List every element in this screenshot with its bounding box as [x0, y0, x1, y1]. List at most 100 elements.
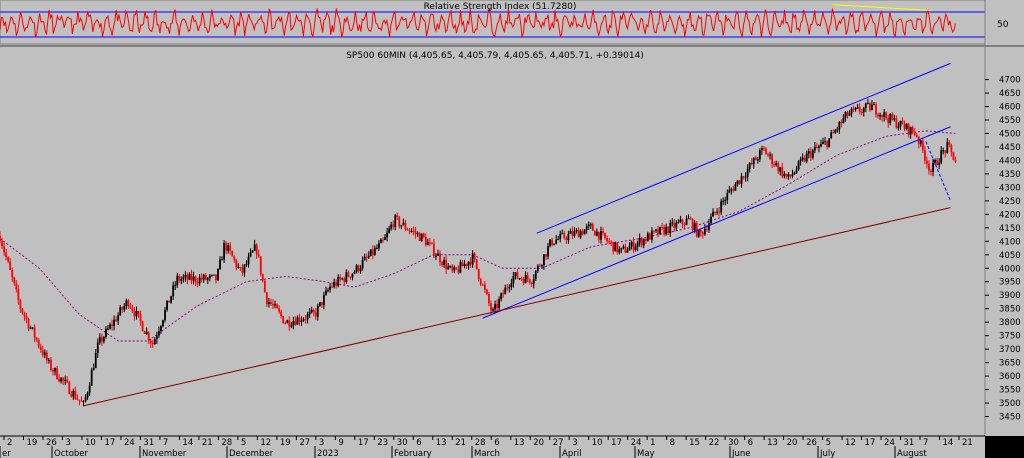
x-tick-label: 17 — [865, 438, 876, 448]
x-tick-label: 17 — [104, 438, 115, 448]
candle-body — [824, 141, 826, 143]
candle-body — [125, 300, 128, 306]
candle-body — [653, 230, 655, 232]
candle-body — [651, 230, 653, 240]
candle-body — [593, 230, 596, 236]
candle-body — [184, 274, 187, 278]
candle-body — [329, 286, 331, 291]
month-label: er — [2, 449, 11, 458]
candle-body — [263, 280, 266, 293]
x-tick-label: 23 — [377, 438, 388, 448]
candle-body — [23, 313, 26, 317]
candle-body — [561, 232, 564, 234]
candle-body — [208, 275, 211, 279]
candle-body — [763, 148, 765, 150]
candle-body — [687, 218, 690, 220]
candle-body — [771, 154, 774, 165]
trendline[interactable] — [536, 62, 951, 234]
candle-body — [416, 233, 419, 235]
candle-body — [936, 160, 939, 166]
candle-body — [724, 200, 727, 202]
candle-body — [105, 328, 107, 337]
candle-body — [111, 324, 113, 326]
x-tick-label: 15 — [689, 438, 700, 448]
candle-body — [0, 235, 1, 242]
candle-body — [221, 259, 223, 261]
candle-body — [862, 108, 865, 113]
candle-body — [29, 327, 32, 329]
candle-body — [355, 265, 358, 273]
candle-body — [620, 247, 623, 250]
candle-body — [648, 233, 651, 240]
rsi-trendline[interactable] — [832, 4, 931, 11]
candle-body — [575, 229, 578, 231]
candle-body — [807, 151, 810, 154]
y-tick-label: 4650 — [999, 89, 1021, 99]
candle-body — [840, 121, 843, 123]
candle-body — [640, 238, 643, 246]
candle-body — [496, 304, 498, 309]
y-tick-label: 4100 — [999, 237, 1021, 247]
candle-body — [954, 159, 957, 162]
candle-body — [532, 278, 535, 284]
candle-body — [608, 241, 611, 243]
candle-body — [879, 114, 881, 117]
candle-body — [465, 263, 468, 266]
candle-body — [437, 253, 439, 256]
x-tick-label: 9 — [338, 438, 343, 448]
candle-body — [435, 255, 437, 257]
candle-body — [194, 276, 197, 283]
candle-body — [703, 228, 706, 235]
y-tick-label: 3550 — [999, 386, 1021, 396]
trendline[interactable] — [925, 141, 951, 202]
candle-body — [805, 153, 808, 162]
candle-body — [361, 260, 364, 269]
candle-body — [365, 256, 368, 258]
candle-body — [673, 222, 676, 228]
candle-body — [502, 293, 505, 295]
candle-body — [915, 134, 918, 137]
x-tick-label: 12 — [260, 438, 271, 448]
candle-body — [94, 353, 97, 369]
candle-body — [917, 136, 920, 144]
trendline[interactable] — [482, 126, 951, 319]
candle-body — [459, 262, 462, 273]
trendline[interactable] — [83, 207, 951, 407]
candle-body — [131, 307, 134, 312]
candle-body — [893, 118, 896, 120]
candle-body — [644, 238, 647, 242]
candle-body — [129, 306, 132, 308]
price-title: SP500 60MIN (4,405.65, 4,405.79, 4,405.6… — [346, 51, 644, 61]
candle-body — [675, 222, 678, 228]
candle-body — [272, 303, 274, 306]
candle-body — [378, 243, 380, 249]
candle-body — [618, 249, 621, 253]
candle-body — [43, 352, 46, 356]
candle-body — [174, 285, 177, 287]
y-tick-label: 4050 — [999, 251, 1021, 261]
candle-body — [451, 266, 454, 271]
candle-body — [738, 180, 741, 184]
candle-body — [793, 172, 796, 175]
candle-body — [13, 277, 16, 284]
candle-body — [585, 226, 588, 230]
candle-body — [7, 257, 10, 262]
x-tick-label: 14 — [943, 438, 954, 448]
candle-body — [345, 272, 348, 282]
x-tick-label: 20 — [787, 438, 798, 448]
candle-body — [754, 157, 757, 161]
candle-body — [58, 378, 60, 382]
x-tick-label: 27 — [553, 438, 564, 448]
candle-body — [799, 159, 802, 162]
rsi-tick-50: 50 — [997, 20, 1009, 30]
candle-body — [543, 254, 545, 266]
candle-body — [312, 309, 315, 313]
y-tick-label: 3750 — [999, 332, 1021, 342]
candle-body — [856, 107, 859, 109]
candle-body — [905, 123, 908, 129]
y-tick-label: 3950 — [999, 278, 1021, 288]
candle-body — [789, 174, 792, 177]
candle-body — [871, 104, 873, 111]
candle-body — [858, 107, 861, 113]
